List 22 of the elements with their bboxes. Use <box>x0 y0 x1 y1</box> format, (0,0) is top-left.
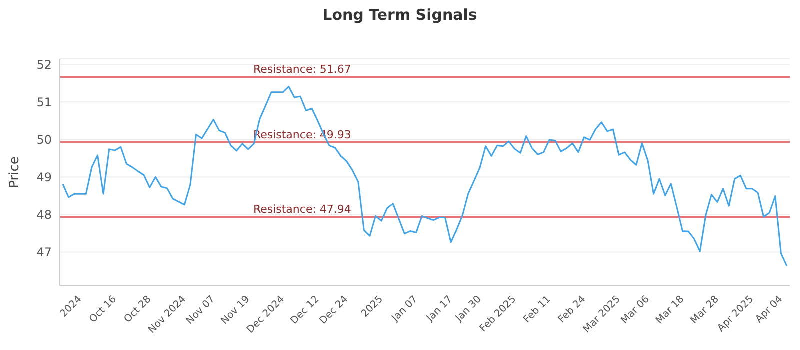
line-series <box>62 86 788 267</box>
y-tick-label: 48 <box>36 208 52 222</box>
ref-line-label: Resistance: 47.94 <box>253 202 352 216</box>
x-tick-label: Oct 28 <box>122 294 154 326</box>
y-tick-label: 50 <box>36 132 52 147</box>
y-tick-label: 52 <box>36 58 52 72</box>
x-tick-label: Nov 07 <box>184 294 218 327</box>
ref-line-label: Resistance: 51.67 <box>253 63 352 76</box>
x-tick-label: Dec 24 <box>318 294 351 327</box>
x-tick-label: Mar 18 <box>654 294 687 326</box>
chart-title: Long Term Signals <box>322 6 478 24</box>
x-tick-label: Jan 30 <box>453 294 484 325</box>
x-tick-label: Jan 17 <box>424 294 455 325</box>
y-tick-label: 51 <box>36 95 52 110</box>
x-tick-label: Feb 11 <box>522 294 554 326</box>
y-tick-label: 49 <box>36 170 52 184</box>
y-axis-title: Price <box>8 156 23 188</box>
y-tick-label: 47 <box>36 245 52 260</box>
x-tick-label: Mar 06 <box>620 294 652 326</box>
x-tick-label: Apr 04 <box>754 294 786 326</box>
x-tick-label: Jan 07 <box>390 294 420 325</box>
x-tick-label: Oct 16 <box>88 294 120 326</box>
